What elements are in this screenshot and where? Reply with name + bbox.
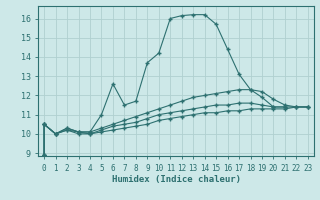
X-axis label: Humidex (Indice chaleur): Humidex (Indice chaleur) xyxy=(111,175,241,184)
